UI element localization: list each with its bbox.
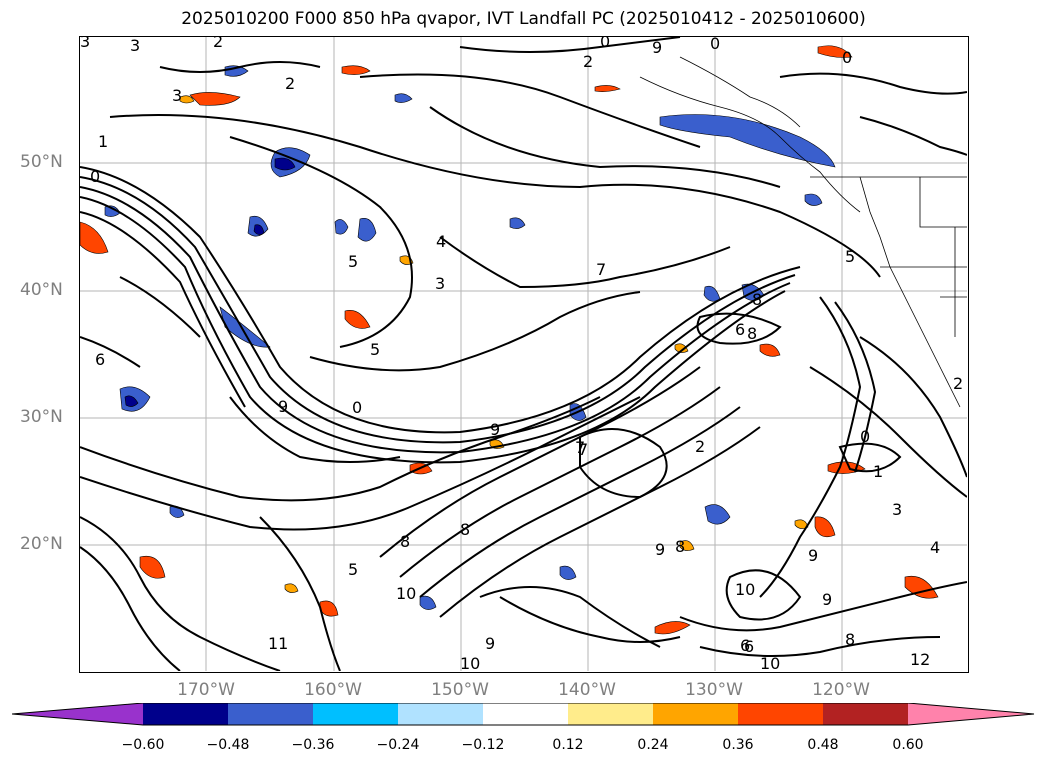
lon-label-120w: 120°W	[812, 680, 870, 700]
contour-label: 5	[370, 340, 380, 359]
contour-label: 7	[575, 438, 585, 457]
colorbar-segment	[738, 703, 823, 725]
lon-label-150w: 150°W	[431, 680, 489, 700]
colorbar-tick: 0.48	[807, 737, 839, 753]
contour-label: 8	[752, 290, 762, 309]
contour-labels: 3 3 2 0 9 0 2 3 2 0 1 0 5 4 3 5 0 7 8 6 …	[80, 37, 963, 671]
contour-label: 9	[278, 397, 288, 416]
contour-label: 0	[710, 37, 720, 53]
contour-label: 9	[652, 38, 662, 57]
colorbar-segment	[313, 703, 398, 725]
contour-label: 0	[90, 167, 100, 186]
contour-label: 7	[578, 440, 588, 459]
contour-label: 8	[845, 630, 855, 649]
contour-label: 0	[860, 427, 870, 446]
colorbar-tick: −0.60	[121, 737, 165, 753]
map-title: 2025010200 F000 850 hPa qvapor, IVT Land…	[181, 9, 866, 29]
contour-label: 9	[485, 634, 495, 653]
contour-label: 9	[490, 420, 500, 439]
colorbar-segment	[568, 703, 653, 725]
contour-label: 3	[80, 37, 90, 51]
graticule	[80, 37, 967, 671]
contour-label: 0	[352, 398, 362, 417]
lon-label-170w: 170°W	[177, 680, 235, 700]
colorbar-tick: 0.60	[892, 737, 924, 753]
colorbar-extend-min	[12, 703, 143, 725]
contour-label: 9	[655, 540, 665, 559]
contour-label: 9	[808, 546, 818, 565]
colorbar-tick: 0.36	[722, 737, 754, 753]
lon-label-130w: 130°W	[685, 680, 743, 700]
colorbar-segment	[398, 703, 483, 725]
contour-label: 1	[873, 462, 883, 481]
contour-label: 3	[172, 86, 182, 105]
contour-label: 0	[600, 37, 610, 51]
contour-label: 10	[460, 654, 480, 671]
contour-label: 2	[953, 374, 963, 393]
contour-label: 8	[400, 532, 410, 551]
colorbar-tick: −0.48	[206, 737, 250, 753]
colorbar-segment	[143, 703, 228, 725]
lon-label-160w: 160°W	[304, 680, 362, 700]
contour-label: 3	[130, 37, 140, 55]
contour-label: 10	[735, 580, 755, 599]
contour-label: 4	[436, 232, 446, 251]
colorbar	[12, 703, 1035, 726]
contour-label: 6	[744, 637, 754, 656]
contour-label: 6	[735, 320, 745, 339]
lat-label-50n: 50°N	[20, 152, 63, 172]
contour-label: 3	[435, 274, 445, 293]
contour-label: 3	[892, 500, 902, 519]
contour-label: 2	[213, 37, 223, 51]
lon-label-140w: 140°W	[558, 680, 616, 700]
contour-label: 5	[348, 560, 358, 579]
colorbar-extend-max	[908, 703, 1034, 725]
colorbar-segment	[483, 703, 568, 725]
colorbar-segment	[823, 703, 908, 725]
contour-label: 9	[822, 590, 832, 609]
map-canvas: 3 3 2 0 9 0 2 3 2 0 1 0 5 4 3 5 0 7 8 6 …	[80, 37, 967, 671]
contour-label: 1	[98, 132, 108, 151]
colorbar-tick: 0.24	[637, 737, 669, 753]
colorbar-tick: −0.12	[461, 737, 505, 753]
colorbar-tick: −0.24	[376, 737, 420, 753]
lat-label-40n: 40°N	[20, 280, 63, 300]
contour-label: 8	[675, 537, 685, 556]
lat-label-20n: 20°N	[20, 534, 63, 554]
contour-label: 5	[845, 247, 855, 266]
contour-label: 2	[695, 437, 705, 456]
lat-label-30n: 30°N	[20, 407, 63, 427]
contour-label: 10	[396, 584, 416, 603]
colorbar-tick: −0.36	[291, 737, 335, 753]
colorbar-segment	[653, 703, 738, 725]
ivt-contours	[80, 37, 967, 671]
contour-label: 6	[740, 636, 750, 655]
qvapor-anomaly-fill	[80, 45, 939, 635]
contour-label: 11	[268, 634, 288, 653]
contour-label: 8	[460, 520, 470, 539]
contour-label: 4	[930, 538, 940, 557]
contour-label: 8	[747, 324, 757, 343]
contour-label: 5	[348, 252, 358, 271]
contour-label: 7	[596, 260, 606, 279]
map-panel: 3 3 2 0 9 0 2 3 2 0 1 0 5 4 3 5 0 7 8 6 …	[79, 36, 969, 673]
colorbar-tick: 0.12	[552, 737, 584, 753]
contour-label: 12	[910, 650, 930, 669]
contour-label: 10	[760, 654, 780, 671]
contour-label: 6	[95, 350, 105, 369]
colorbar-segment	[228, 703, 313, 725]
contour-label: 0	[842, 48, 852, 67]
contour-label: 2	[285, 74, 295, 93]
coastlines	[639, 56, 967, 408]
contour-label: 2	[583, 52, 593, 71]
